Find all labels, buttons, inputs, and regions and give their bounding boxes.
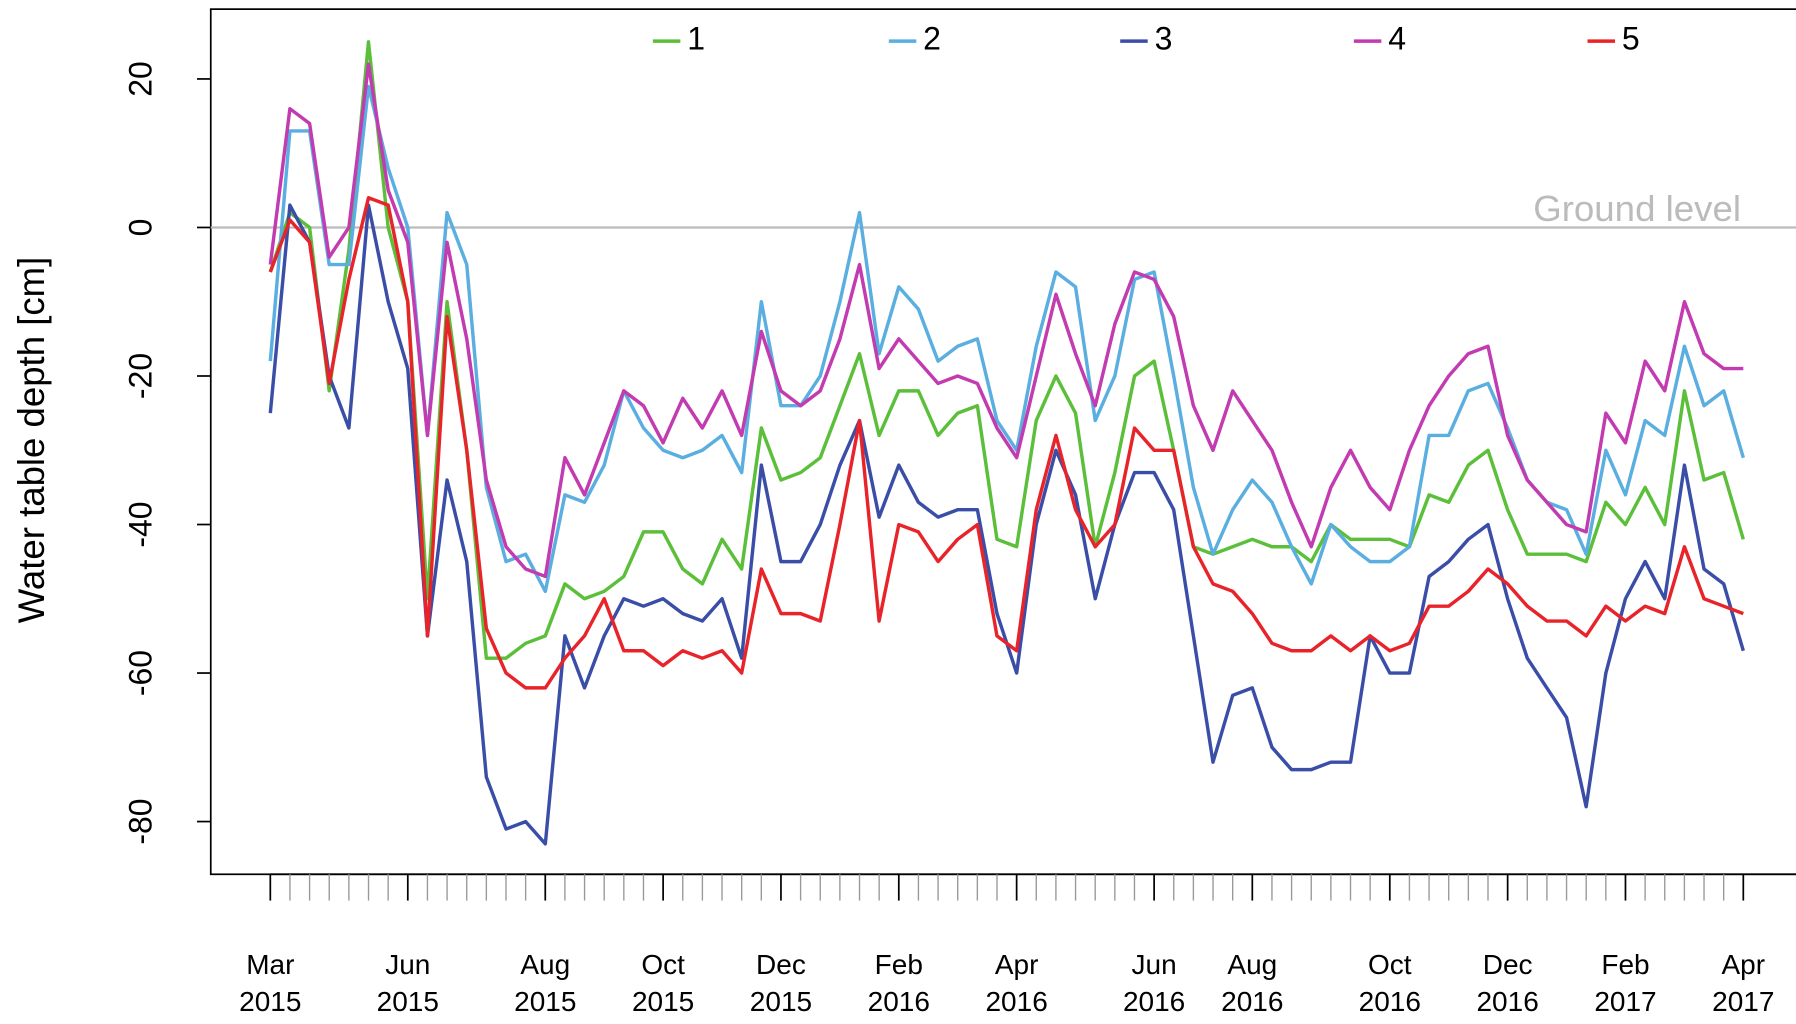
y-tick-label: 20	[123, 61, 159, 97]
x-tick-label: Jun 2016	[1122, 949, 1186, 1018]
legend-label: 1	[687, 21, 705, 57]
x-tick-label: Feb 2017	[1594, 949, 1657, 1018]
series-line	[268, 195, 1744, 690]
series-line	[268, 62, 1744, 579]
x-tick-label: Dec 2015	[749, 949, 813, 1018]
legend-label: 2	[923, 21, 941, 57]
y-tick-label: -60	[123, 650, 159, 696]
y-axis-title: Water table depth [cm]	[11, 257, 52, 624]
x-tick-label: Dec 2016	[1476, 949, 1539, 1018]
x-tick-label: Oct 2015	[631, 949, 695, 1018]
series-line	[268, 40, 1745, 660]
reference-label: Ground level	[1533, 188, 1741, 229]
legend-label: 5	[1622, 21, 1640, 57]
legend-label: 3	[1155, 21, 1173, 57]
x-tick-label: Aug 2015	[514, 949, 577, 1018]
series-line	[268, 84, 1745, 594]
x-tick-label: Feb 2016	[867, 949, 930, 1018]
series-line	[268, 203, 1745, 846]
x-tick-label: Mar 2015	[239, 949, 302, 1018]
legend-label: 4	[1388, 21, 1406, 57]
y-tick-label: -80	[123, 798, 159, 844]
x-tick-label: Oct 2016	[1358, 949, 1421, 1018]
x-tick-label: Apr 2016	[985, 949, 1048, 1018]
y-tick-label: 0	[123, 219, 159, 237]
x-tick-label: Jun 2015	[376, 949, 439, 1018]
x-tick-label: Apr 2017	[1712, 949, 1775, 1018]
y-tick-label: -40	[123, 501, 159, 547]
y-tick-label: -20	[123, 353, 159, 399]
x-tick-label: Aug 2016	[1221, 949, 1284, 1018]
plot-frame	[209, 8, 1796, 876]
